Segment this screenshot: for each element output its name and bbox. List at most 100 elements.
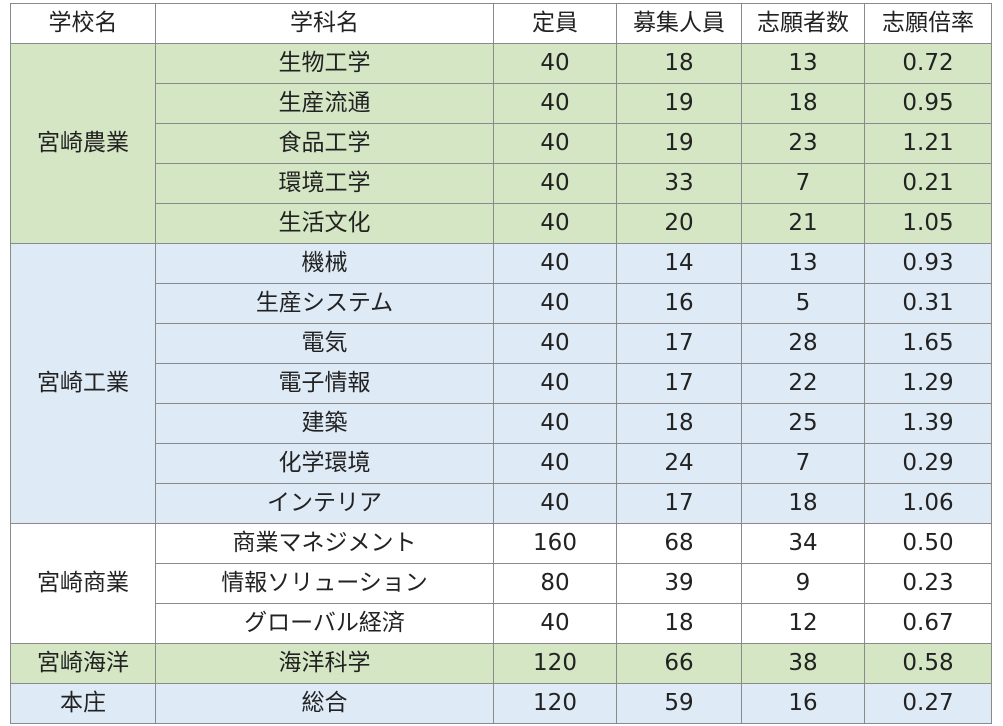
recruit-cell: 68 (616, 523, 742, 564)
capacity-cell: 40 (493, 363, 617, 404)
applicants-cell: 9 (741, 563, 865, 604)
school-cell: 本庄 (10, 683, 156, 724)
ratio-cell: 1.39 (864, 403, 992, 444)
table-row: 情報ソリューション 80 39 9 0.23 (11, 563, 992, 604)
ratio-cell: 1.05 (864, 203, 992, 244)
capacity-cell: 120 (493, 683, 617, 724)
header-row: 学校名 学科名 定員 募集人員 志願者数 志願倍率 (10, 3, 992, 44)
applicants-cell: 34 (741, 523, 865, 564)
applicants-cell: 18 (741, 483, 865, 524)
recruit-cell: 59 (616, 683, 742, 724)
applicants-cell: 23 (741, 123, 865, 164)
table-row: 宮崎商業 商業マネジメント 160 68 34 0.50 (10, 523, 992, 644)
department-cell: 化学環境 (155, 443, 494, 484)
recruit-cell: 24 (616, 443, 742, 484)
ratio-cell: 0.23 (864, 563, 992, 604)
department-cell: 生産システム (155, 283, 494, 324)
header-capacity: 定員 (493, 3, 617, 44)
recruit-cell: 14 (616, 243, 742, 284)
ratio-cell: 0.29 (864, 443, 992, 484)
applicants-cell: 12 (741, 603, 865, 644)
table-row: グローバル経済 40 18 12 0.67 (11, 603, 992, 644)
applicants-cell: 18 (741, 83, 865, 124)
department-cell: 電子情報 (155, 363, 494, 404)
capacity-cell: 80 (493, 563, 617, 604)
department-cell: 電気 (155, 323, 494, 364)
applicants-cell: 13 (741, 243, 865, 284)
recruit-cell: 20 (616, 203, 742, 244)
table-row: 本庄 総合 120 59 16 0.27 (10, 683, 992, 724)
table-body: 宮崎農業 生物工学 40 18 13 0.72 生産流通 40 19 18 0.… (10, 43, 992, 724)
ratio-cell: 0.58 (864, 643, 992, 684)
capacity-cell: 40 (493, 163, 617, 204)
table-row: 食品工学 40 19 23 1.21 (11, 123, 992, 164)
applicants-cell: 21 (741, 203, 865, 244)
header-school: 学校名 (10, 3, 156, 44)
ratio-cell: 1.29 (864, 363, 992, 404)
department-cell: 生産流通 (155, 83, 494, 124)
capacity-cell: 40 (493, 123, 617, 164)
table-row: 生活文化 40 20 21 1.05 (11, 203, 992, 244)
capacity-cell: 40 (493, 243, 617, 284)
table-row: インテリア 40 17 18 1.06 (11, 483, 992, 524)
recruit-cell: 19 (616, 123, 742, 164)
department-cell: インテリア (155, 483, 494, 524)
recruit-cell: 66 (616, 643, 742, 684)
department-cell: 環境工学 (155, 163, 494, 204)
school-cell: 宮崎商業 (10, 523, 156, 644)
school-cell: 宮崎海洋 (10, 643, 156, 684)
department-cell: 情報ソリューション (155, 563, 494, 604)
table-row: 電気 40 17 28 1.65 (11, 323, 992, 364)
department-cell: 建築 (155, 403, 494, 444)
capacity-cell: 40 (493, 603, 617, 644)
recruit-cell: 39 (616, 563, 742, 604)
department-cell: 商業マネジメント (155, 523, 494, 564)
ratio-cell: 1.06 (864, 483, 992, 524)
ratio-cell: 0.50 (864, 523, 992, 564)
table-row: 生産流通 40 19 18 0.95 (11, 83, 992, 124)
capacity-cell: 40 (493, 283, 617, 324)
capacity-cell: 40 (493, 443, 617, 484)
ratio-cell: 0.95 (864, 83, 992, 124)
recruit-cell: 17 (616, 323, 742, 364)
ratio-cell: 0.67 (864, 603, 992, 644)
table-row: 宮崎工業 機械 40 14 13 0.93 (10, 243, 992, 524)
capacity-cell: 40 (493, 403, 617, 444)
capacity-cell: 120 (493, 643, 617, 684)
capacity-cell: 40 (493, 83, 617, 124)
ratio-cell: 0.93 (864, 243, 992, 284)
department-cell: 生活文化 (155, 203, 494, 244)
department-cell: 生物工学 (155, 43, 494, 84)
recruit-cell: 16 (616, 283, 742, 324)
applicants-cell: 16 (741, 683, 865, 724)
table-row: 電子情報 40 17 22 1.29 (11, 363, 992, 404)
ratio-cell: 1.65 (864, 323, 992, 364)
capacity-cell: 40 (493, 483, 617, 524)
table-row: 宮崎農業 生物工学 40 18 13 0.72 (10, 43, 992, 244)
table-row: 宮崎海洋 海洋科学 120 66 38 0.58 (10, 643, 992, 684)
school-cell: 宮崎工業 (10, 243, 156, 524)
table-row: 環境工学 40 33 7 0.21 (11, 163, 992, 204)
applicants-cell: 7 (741, 443, 865, 484)
recruit-cell: 18 (616, 403, 742, 444)
recruit-cell: 19 (616, 83, 742, 124)
capacity-cell: 40 (493, 43, 617, 84)
ratio-cell: 0.31 (864, 283, 992, 324)
department-cell: 食品工学 (155, 123, 494, 164)
applicants-cell: 22 (741, 363, 865, 404)
table-row: 化学環境 40 24 7 0.29 (11, 443, 992, 484)
admission-table: 学校名 学科名 定員 募集人員 志願者数 志願倍率 宮崎農業 生物工学 40 1… (10, 3, 992, 724)
table-row: 建築 40 18 25 1.39 (11, 403, 992, 444)
ratio-cell: 0.27 (864, 683, 992, 724)
recruit-cell: 33 (616, 163, 742, 204)
applicants-cell: 5 (741, 283, 865, 324)
school-cell: 宮崎農業 (10, 43, 156, 244)
ratio-cell: 0.21 (864, 163, 992, 204)
header-department: 学科名 (155, 3, 494, 44)
department-cell: グローバル経済 (155, 603, 494, 644)
department-cell: 海洋科学 (155, 643, 494, 684)
recruit-cell: 18 (616, 43, 742, 84)
applicants-cell: 38 (741, 643, 865, 684)
recruit-cell: 18 (616, 603, 742, 644)
recruit-cell: 17 (616, 483, 742, 524)
